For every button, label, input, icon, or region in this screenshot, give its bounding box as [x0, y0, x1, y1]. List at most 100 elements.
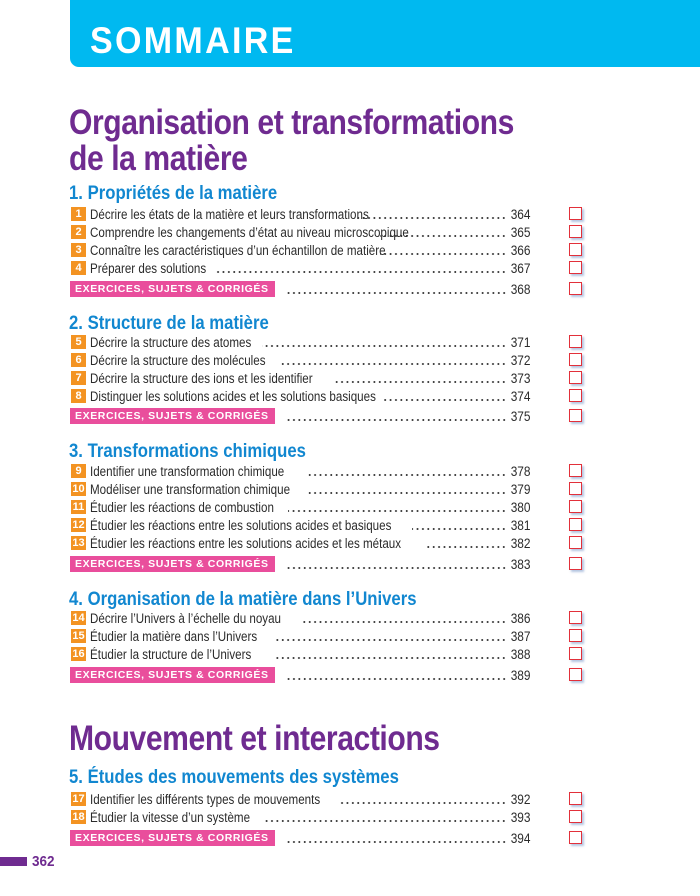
checkbox-exercises-3[interactable] — [569, 557, 582, 570]
lesson-number-badge: 16 — [71, 647, 86, 661]
toc-exercises-chapter-5[interactable]: EXERCICES, SUJETS & CORRIGÉS 394 — [70, 829, 531, 847]
toc-entry-5[interactable]: 5 Décrire la structure des atomes 371 — [71, 333, 531, 351]
page-number: 366 — [511, 242, 531, 258]
lesson-number-badge: 13 — [71, 536, 86, 550]
entry-text: Décrire l’Univers à l’échelle du noyau — [90, 610, 282, 626]
leader-dots — [264, 820, 507, 822]
checkbox-entry-4[interactable] — [569, 261, 582, 274]
page-number: 375 — [511, 408, 531, 424]
checkbox-entry-18[interactable] — [569, 810, 582, 823]
exercises-label: EXERCICES, SUJETS & CORRIGÉS — [70, 667, 275, 683]
lesson-number-badge: 10 — [71, 482, 86, 496]
page-number: 386 — [511, 610, 531, 626]
checkbox-entry-14[interactable] — [569, 611, 582, 624]
leader-dots — [302, 621, 507, 623]
checkbox-exercises-2[interactable] — [569, 409, 582, 422]
page-number: 374 — [511, 388, 531, 404]
checkbox-entry-12[interactable] — [569, 518, 582, 531]
footer-bar — [0, 857, 27, 866]
toc-entry-11[interactable]: 11 Étudier les réactions de combustion 3… — [71, 498, 531, 516]
page-number: 387 — [511, 628, 531, 644]
lesson-number-badge: 6 — [71, 353, 86, 367]
leader-dots — [286, 678, 507, 680]
page-number: 381 — [511, 517, 531, 533]
exercises-label: EXERCICES, SUJETS & CORRIGÉS — [70, 556, 275, 572]
entry-text: Distinguer les solutions acides et les s… — [90, 388, 376, 404]
page-number: 392 — [511, 791, 531, 807]
checkbox-exercises-1[interactable] — [569, 282, 582, 295]
toc-entry-6[interactable]: 6 Décrire la structure des molécules 372 — [71, 351, 531, 369]
chapter-title-3: 3. Transformations chimiques — [69, 441, 306, 462]
leader-dots — [340, 802, 507, 804]
toc-exercises-chapter-4[interactable]: EXERCICES, SUJETS & CORRIGÉS 389 — [70, 666, 531, 684]
leader-dots — [280, 363, 507, 365]
footer-page-number: 362 — [32, 853, 55, 870]
toc-entry-15[interactable]: 15 Étudier la matière dans l’Univers 387 — [71, 627, 531, 645]
toc-entry-16[interactable]: 16 Étudier la structure de l’Univers 388 — [71, 645, 531, 663]
checkbox-entry-5[interactable] — [569, 335, 582, 348]
lesson-number-badge: 12 — [71, 518, 86, 532]
page-number: 383 — [511, 556, 531, 572]
toc-entry-9[interactable]: 9 Identifier une transformation chimique… — [71, 462, 531, 480]
checkbox-entry-1[interactable] — [569, 207, 582, 220]
toc-entry-2[interactable]: 2 Comprendre les changements d’état au n… — [71, 223, 531, 241]
checkbox-entry-7[interactable] — [569, 371, 582, 384]
entry-text: Identifier une transformation chimique — [90, 463, 285, 479]
toc-exercises-chapter-1[interactable]: EXERCICES, SUJETS & CORRIGÉS 368 — [70, 280, 531, 298]
checkbox-entry-16[interactable] — [569, 647, 582, 660]
checkbox-entry-13[interactable] — [569, 536, 582, 549]
toc-entry-13[interactable]: 13 Étudier les réactions entre les solut… — [71, 534, 531, 552]
leader-dots — [286, 567, 507, 569]
lesson-number-badge: 3 — [71, 243, 86, 257]
leader-dots — [262, 345, 507, 347]
checkbox-entry-3[interactable] — [569, 243, 582, 256]
checkbox-entry-9[interactable] — [569, 464, 582, 477]
entry-text: Étudier les réactions entre les solution… — [90, 535, 402, 551]
leader-dots — [286, 292, 507, 294]
entry-text: Étudier les réactions de combustion — [90, 499, 274, 515]
chapter-title-5: 5. Études des mouvements des systèmes — [69, 767, 399, 788]
toc-exercises-chapter-2[interactable]: EXERCICES, SUJETS & CORRIGÉS 375 — [70, 407, 531, 425]
checkbox-entry-2[interactable] — [569, 225, 582, 238]
lesson-number-badge: 18 — [71, 810, 86, 824]
entry-text: Étudier la matière dans l’Univers — [90, 628, 258, 644]
checkbox-entry-11[interactable] — [569, 500, 582, 513]
entry-text: Identifier les différents types de mouve… — [90, 791, 321, 807]
lesson-number-badge: 14 — [71, 611, 86, 625]
checkbox-entry-17[interactable] — [569, 792, 582, 805]
chapter-title-1: 1. Propriétés de la matière — [69, 183, 278, 204]
toc-entry-1[interactable]: 1 Décrire les états de la matière et leu… — [71, 205, 531, 223]
entry-text: Décrire la structure des atomes — [90, 334, 252, 350]
checkbox-exercises-5[interactable] — [569, 831, 582, 844]
leader-dots — [306, 474, 507, 476]
toc-entry-12[interactable]: 12 Étudier les réactions entre les solut… — [71, 516, 531, 534]
entry-text: Comprendre les changements d’état au niv… — [90, 224, 409, 240]
leader-dots — [308, 492, 507, 494]
checkbox-entry-15[interactable] — [569, 629, 582, 642]
checkbox-exercises-4[interactable] — [569, 668, 582, 681]
page-number: 388 — [511, 646, 531, 662]
lesson-number-badge: 11 — [71, 500, 86, 514]
toc-entry-14[interactable]: 14 Décrire l’Univers à l’échelle du noya… — [71, 609, 531, 627]
checkbox-entry-6[interactable] — [569, 353, 582, 366]
exercises-label: EXERCICES, SUJETS & CORRIGÉS — [70, 830, 275, 846]
page-number: 372 — [511, 352, 531, 368]
lesson-number-badge: 4 — [71, 261, 86, 275]
toc-entry-10[interactable]: 10 Modéliser une transformation chimique… — [71, 480, 531, 498]
toc-entry-18[interactable]: 18 Étudier la vitesse d’un système 393 — [71, 808, 531, 826]
leader-dots — [288, 510, 507, 512]
page-number: 368 — [511, 281, 531, 297]
checkbox-entry-10[interactable] — [569, 482, 582, 495]
lesson-number-badge: 8 — [71, 389, 86, 403]
checkbox-entry-8[interactable] — [569, 389, 582, 402]
leader-dots — [412, 528, 507, 530]
lesson-number-badge: 17 — [71, 792, 86, 806]
toc-exercises-chapter-3[interactable]: EXERCICES, SUJETS & CORRIGÉS 383 — [70, 555, 531, 573]
toc-entry-7[interactable]: 7 Décrire la structure des ions et les i… — [71, 369, 531, 387]
lesson-number-badge: 1 — [71, 207, 86, 221]
page-number: 380 — [511, 499, 531, 515]
toc-entry-8[interactable]: 8 Distinguer les solutions acides et les… — [71, 387, 531, 405]
toc-entry-4[interactable]: 4 Préparer des solutions 367 — [71, 259, 531, 277]
toc-entry-3[interactable]: 3 Connaître les caractéristiques d’un éc… — [71, 241, 531, 259]
toc-entry-17[interactable]: 17 Identifier les différents types de mo… — [71, 790, 531, 808]
